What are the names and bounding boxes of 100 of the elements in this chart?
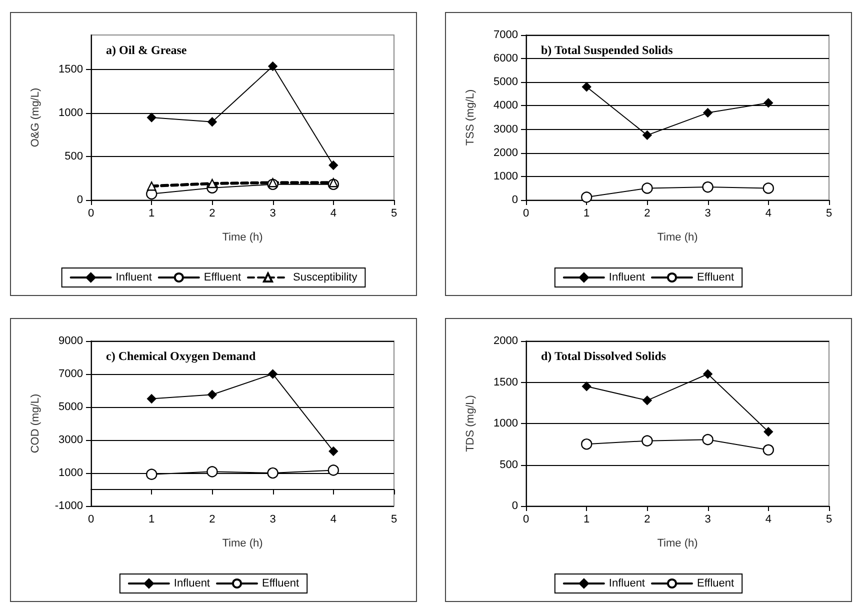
y-tick-label: 6000 [494, 52, 518, 65]
x-tick-label: 4 [330, 514, 336, 526]
point [208, 178, 217, 188]
point [762, 444, 774, 456]
point [764, 427, 773, 436]
legend-label: Influent [608, 578, 645, 590]
y-tick-label: 5000 [494, 76, 518, 88]
x-tick-label: 0 [522, 514, 530, 526]
x-tick-label: 5 [390, 208, 398, 220]
point [267, 467, 278, 479]
point [328, 446, 338, 456]
x-tick-label: 5 [826, 514, 832, 526]
point [642, 435, 653, 446]
x-tick-label: 1 [584, 208, 590, 220]
y-tick-label: 500 [500, 458, 518, 471]
point [208, 390, 217, 400]
y-tick-label: 0 [512, 194, 518, 206]
text: a) Oil & Grease [106, 43, 188, 57]
point [146, 468, 158, 480]
point [702, 434, 714, 446]
legend-label: Influent [174, 578, 210, 590]
x-axis-title: Time (h) [657, 538, 698, 550]
point [328, 464, 339, 476]
y-tick-label: 0 [512, 500, 518, 512]
x-axis-title: Time (h) [657, 232, 698, 244]
x-tick-label: 0 [88, 208, 94, 220]
x-tick-label: 3 [270, 208, 276, 220]
x-tick-label: 5 [390, 514, 398, 526]
legend-label: Effluent [696, 578, 734, 590]
point [206, 466, 218, 478]
point [642, 130, 652, 140]
x-tick-label: 2 [644, 514, 650, 526]
legend-label: Susceptibility [292, 272, 358, 284]
point [268, 369, 278, 379]
x-tick-label: 4 [330, 208, 336, 220]
y-tick-label: 2000 [494, 335, 518, 347]
point [328, 178, 338, 188]
x-tick-label: 2 [209, 514, 216, 526]
point [642, 182, 653, 194]
x-tick-label: 1 [148, 208, 155, 220]
y-tick-label: 1000 [58, 107, 83, 120]
x-axis-title: Time (h) [222, 232, 263, 244]
point [582, 82, 592, 92]
y-tick-label: 2000 [494, 146, 518, 159]
legend-label: Effluent [204, 272, 241, 284]
point [268, 178, 278, 188]
text: d) Total Dissolved Solids [541, 349, 666, 363]
legend-label: Influent [608, 272, 645, 284]
text: b) Total Suspended Solids [541, 43, 674, 57]
y-tick-label: 3000 [494, 123, 518, 136]
point [147, 112, 156, 122]
x-tick-label: 3 [704, 514, 711, 526]
point [581, 438, 592, 450]
y-tick-label: 1000 [58, 467, 83, 479]
point [764, 98, 773, 108]
x-tick-label: 4 [765, 208, 772, 220]
point [208, 117, 217, 126]
y-tick-label: 1500 [58, 64, 83, 76]
x-tick-label: 2 [644, 208, 650, 220]
legend-label: Effluent [262, 578, 300, 590]
y-axis-title: TSS (mg/L) [464, 89, 476, 146]
y-axis-title: COD (mg/L) [30, 394, 42, 454]
point [703, 108, 712, 118]
y-tick-label: 1000 [494, 170, 518, 182]
x-tick-label: 3 [270, 514, 276, 526]
point [703, 369, 712, 379]
y-tick-label: 7000 [494, 29, 518, 41]
x-tick-label: 5 [826, 208, 832, 220]
point [147, 394, 156, 404]
point [147, 182, 156, 191]
x-tick-label: 4 [765, 514, 772, 526]
y-tick-label: 9000 [58, 335, 83, 347]
y-tick-label: 1500 [494, 376, 518, 388]
y-tick-label: 1000 [494, 418, 518, 430]
y-tick-label: -1000 [54, 500, 83, 512]
point [581, 192, 592, 203]
legend-label: Effluent [696, 272, 734, 284]
x-tick-label: 3 [704, 208, 711, 220]
y-axis-title: TDS (mg/L) [464, 395, 476, 452]
point [762, 182, 774, 194]
text: c) Chemical Oxygen Demand [106, 349, 256, 363]
y-tick-label: 7000 [58, 368, 83, 380]
x-tick-label: 0 [522, 208, 530, 220]
legend-label: Influent [116, 272, 152, 284]
point [268, 62, 278, 71]
point [582, 382, 592, 391]
y-tick-label: 0 [76, 194, 83, 206]
x-axis-title: Time (h) [222, 538, 263, 550]
x-tick-label: 1 [584, 514, 590, 526]
y-axis-title: O&G (mg/L) [30, 88, 42, 148]
y-tick-label: 5000 [58, 401, 83, 413]
point [328, 160, 338, 170]
x-tick-label: 1 [148, 514, 155, 526]
point [642, 396, 652, 405]
y-tick-label: 3000 [58, 434, 83, 446]
point [702, 181, 714, 193]
x-tick-label: 2 [209, 208, 216, 220]
y-tick-label: 4000 [494, 100, 518, 112]
x-tick-label: 0 [88, 514, 94, 526]
y-tick-label: 500 [64, 150, 83, 163]
